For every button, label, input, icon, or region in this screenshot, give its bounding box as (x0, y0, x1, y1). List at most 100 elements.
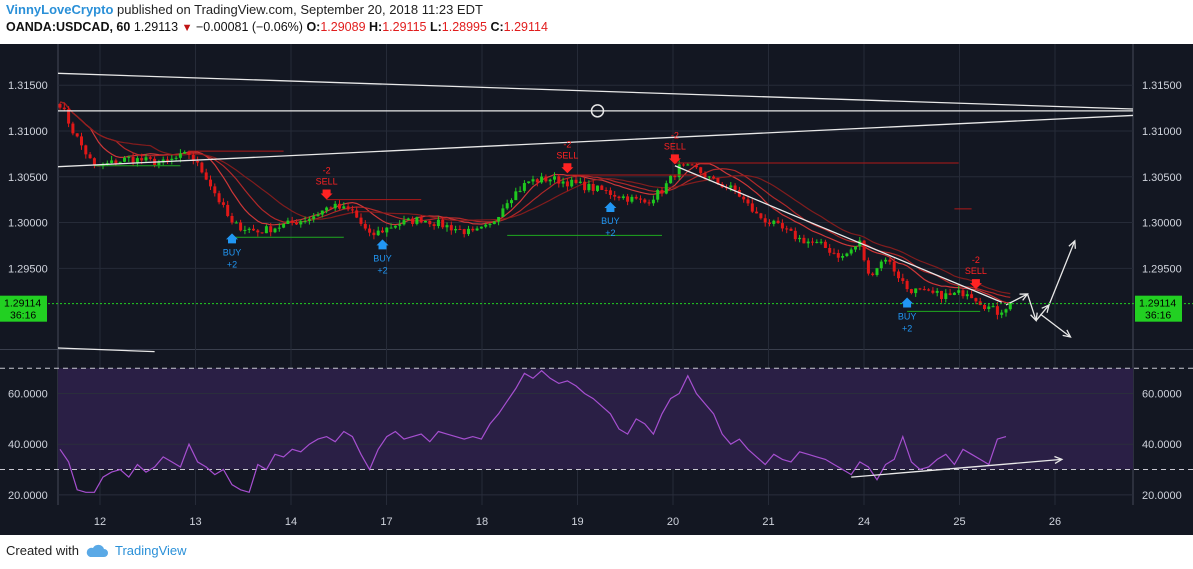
candle-body (411, 218, 415, 224)
projection-arrow-2 (1026, 293, 1037, 321)
candle-body (389, 227, 393, 229)
candle-body (445, 225, 449, 228)
candle-body (406, 218, 410, 221)
sell-label: SELL (556, 150, 578, 160)
candle-body (144, 157, 148, 161)
candle-body (338, 203, 341, 209)
candle-body (247, 228, 251, 230)
candle-body (940, 290, 943, 299)
candle-body (178, 153, 182, 158)
candle-body (140, 158, 144, 161)
candle-body (226, 204, 230, 216)
low-value: 1.28995 (441, 20, 487, 34)
candle-body (535, 179, 539, 183)
x-tick-label: 17 (380, 516, 392, 528)
candle-body (243, 229, 247, 231)
candle-body (991, 306, 995, 308)
sell-value: -2 (972, 255, 980, 265)
candle-body (884, 259, 888, 262)
buy-arrow-icon (604, 202, 617, 213)
trendline-down (674, 165, 1002, 303)
candle-body (75, 133, 79, 137)
candle-body (217, 193, 221, 203)
candle-body (759, 213, 763, 219)
candle-body (402, 220, 406, 225)
trendline-lower (57, 114, 1134, 168)
candle-body (157, 162, 161, 165)
candle-body (170, 158, 174, 160)
y-tick-label-right: 1.31500 (1142, 80, 1182, 92)
candle-body (449, 225, 453, 231)
candle-body (608, 190, 612, 195)
candle-body (664, 183, 668, 194)
buy-label: BUY (601, 216, 620, 226)
candle-body (277, 227, 281, 229)
x-tick-label: 21 (762, 516, 774, 528)
candle-body (114, 160, 118, 165)
candle-body (742, 196, 746, 200)
candle-body (432, 224, 436, 227)
candle-body (578, 181, 582, 183)
candle-body (944, 293, 948, 299)
created-with-text: Created with (6, 543, 79, 558)
candle-body (497, 216, 501, 222)
candle-body (62, 107, 66, 110)
chart-svg[interactable]: 1.31500 1.31500 1.31000 1.31000 1.30500 1.305… (0, 40, 1193, 540)
y-tick-label-left: 1.31500 (8, 80, 48, 92)
candle-body (531, 179, 535, 182)
open-label: O: (306, 20, 321, 34)
candle-body (428, 220, 432, 225)
symbol-legend: OANDA:USDCAD, 60 1.29113 ▼ −0.00081 (−0.… (6, 20, 548, 34)
candle-body (983, 304, 986, 310)
candle-body (866, 260, 870, 274)
candle-body (471, 228, 475, 231)
candle-body (295, 222, 298, 225)
candle-body (828, 247, 832, 253)
candle-body (183, 152, 187, 154)
sell-arrow-icon (561, 163, 574, 174)
anchor-handle (590, 104, 605, 118)
candle-body (492, 221, 496, 225)
candle-body (660, 190, 664, 194)
candle-body (772, 220, 776, 224)
author-name[interactable]: VinnyLoveCrypto (6, 2, 114, 17)
candle-body (522, 183, 526, 191)
candle-body (970, 294, 974, 299)
moving-average-line (59, 101, 1011, 298)
tradingview-cloud-icon (86, 544, 108, 557)
publish-info: VinnyLoveCrypto published on TradingView… (6, 2, 483, 17)
candle-body (381, 230, 384, 233)
candle-body (690, 164, 694, 166)
candle-body (161, 159, 165, 163)
candle-body (273, 228, 277, 233)
published-text: published on TradingView.com, September … (117, 2, 483, 17)
tradingview-brand[interactable]: TradingView (114, 543, 187, 558)
candle-body (931, 290, 935, 293)
candle-body (712, 176, 716, 179)
rsi-tick-label-right: 20.0000 (1142, 490, 1182, 502)
candle-body (329, 207, 333, 209)
candle-body (174, 157, 178, 159)
candle-body (849, 249, 853, 254)
sell-value: -2 (323, 165, 331, 175)
candle-body (501, 208, 505, 217)
chart-area[interactable]: 1.31500 1.31500 1.31000 1.31000 1.30500 1.305… (0, 40, 1193, 540)
candle-body (127, 156, 131, 158)
candle-body (995, 306, 999, 315)
candle-body (897, 271, 900, 279)
candle-body (892, 261, 896, 272)
candle-body (875, 268, 879, 275)
candle-body (656, 190, 660, 200)
candle-body (802, 237, 806, 244)
rsi-tick-label-left: 60.0000 (8, 389, 48, 401)
candle-body (419, 217, 423, 223)
candle-body (131, 156, 135, 163)
candle-body (819, 241, 823, 243)
candle-body (639, 198, 642, 200)
candle-body (561, 181, 565, 184)
candle-body (651, 199, 655, 204)
candle-body (1000, 312, 1004, 315)
candle-body (312, 216, 316, 220)
candle-body (209, 179, 212, 187)
candle-body (527, 181, 531, 184)
